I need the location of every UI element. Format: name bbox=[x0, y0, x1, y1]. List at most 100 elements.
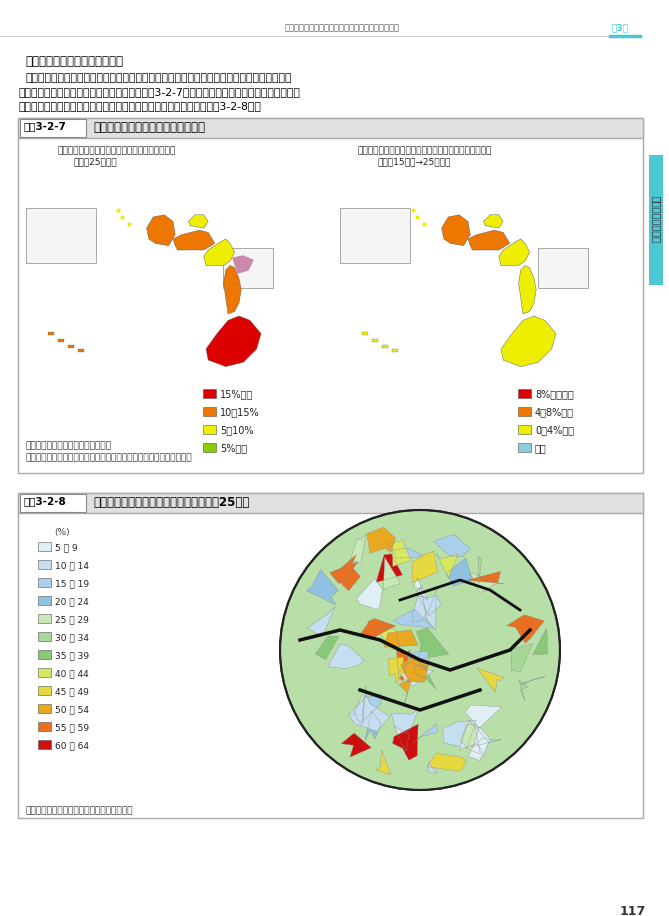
Polygon shape bbox=[394, 548, 423, 558]
Polygon shape bbox=[401, 657, 428, 682]
Text: 図表3-2-8: 図表3-2-8 bbox=[23, 496, 66, 506]
Text: 5〜10%: 5〜10% bbox=[220, 425, 254, 435]
Polygon shape bbox=[425, 589, 436, 630]
Text: 20 〜 24: 20 〜 24 bbox=[55, 597, 89, 606]
Polygon shape bbox=[223, 266, 242, 314]
Bar bbox=[78, 349, 84, 352]
Polygon shape bbox=[405, 651, 429, 668]
Circle shape bbox=[280, 510, 560, 790]
Text: 50 〜 54: 50 〜 54 bbox=[55, 705, 89, 714]
Bar bbox=[538, 248, 588, 288]
Polygon shape bbox=[511, 644, 533, 671]
Polygon shape bbox=[507, 615, 545, 643]
Polygon shape bbox=[376, 628, 400, 649]
Text: 図表3-2-7: 図表3-2-7 bbox=[23, 121, 66, 131]
Polygon shape bbox=[308, 607, 334, 638]
Bar bbox=[38, 578, 51, 587]
Polygon shape bbox=[351, 534, 366, 563]
Polygon shape bbox=[365, 711, 381, 740]
Bar bbox=[23, 516, 638, 808]
Text: 4〜8%増加: 4〜8%増加 bbox=[535, 407, 574, 417]
Text: 0〜4%増加: 0〜4%増加 bbox=[535, 425, 574, 435]
Bar bbox=[38, 722, 51, 731]
Polygon shape bbox=[396, 649, 410, 682]
Text: 注：本調査における「空き地」には原野、荒れ地、池沼などを含む: 注：本調査における「空き地」には原野、荒れ地、池沼などを含む bbox=[26, 453, 193, 462]
Bar bbox=[18, 118, 643, 138]
Bar bbox=[392, 349, 398, 352]
Polygon shape bbox=[442, 214, 470, 245]
Bar bbox=[38, 740, 51, 749]
Bar bbox=[58, 339, 64, 342]
Text: （平成25年度）: （平成25年度） bbox=[73, 157, 116, 166]
Text: 8%以上増加: 8%以上増加 bbox=[535, 389, 574, 399]
Text: 5 〜 9: 5 〜 9 bbox=[55, 543, 78, 552]
Polygon shape bbox=[465, 705, 502, 728]
Polygon shape bbox=[306, 570, 339, 605]
Bar bbox=[518, 425, 531, 434]
Bar bbox=[38, 668, 51, 677]
Polygon shape bbox=[418, 595, 442, 616]
Bar bbox=[18, 493, 643, 513]
Bar bbox=[223, 248, 273, 288]
Text: 自治体別の空き地件数率（世帯）（平成25年）: 自治体別の空き地件数率（世帯）（平成25年） bbox=[93, 496, 250, 509]
Bar bbox=[18, 493, 643, 818]
Text: 15%以上: 15%以上 bbox=[220, 389, 254, 399]
Polygon shape bbox=[383, 557, 401, 591]
Bar bbox=[18, 118, 643, 473]
Polygon shape bbox=[443, 720, 476, 748]
Polygon shape bbox=[412, 551, 438, 583]
Text: （空き地が増加している地域）: （空き地が増加している地域） bbox=[25, 55, 123, 68]
Polygon shape bbox=[315, 636, 339, 660]
Text: 30 〜 34: 30 〜 34 bbox=[55, 633, 89, 642]
Bar bbox=[518, 443, 531, 452]
Bar bbox=[38, 686, 51, 695]
Bar bbox=[649, 155, 663, 285]
Text: 世帯の所有する宅地等に占める空き地面積の割合の変化: 世帯の所有する宅地等に占める空き地面積の割合の変化 bbox=[358, 146, 492, 155]
Polygon shape bbox=[349, 696, 390, 732]
Polygon shape bbox=[357, 579, 382, 610]
Bar bbox=[38, 632, 51, 641]
Polygon shape bbox=[519, 680, 528, 702]
Text: 45 〜 49: 45 〜 49 bbox=[55, 687, 89, 696]
Bar bbox=[20, 119, 86, 137]
Text: 大都市圏と比べ地方圏ほど増加している（図表3-2-7）。また、首都圏においても、郊外部で: 大都市圏と比べ地方圏ほど増加している（図表3-2-7）。また、首都圏においても、… bbox=[18, 87, 300, 97]
Polygon shape bbox=[367, 528, 395, 553]
Text: 資料：国土交通省「土地基本調査」: 資料：国土交通省「土地基本調査」 bbox=[26, 441, 112, 450]
Polygon shape bbox=[328, 644, 364, 669]
Polygon shape bbox=[393, 725, 418, 760]
Text: 60 〜 64: 60 〜 64 bbox=[55, 741, 89, 750]
Bar bbox=[340, 208, 410, 263]
Polygon shape bbox=[398, 662, 434, 686]
Bar bbox=[372, 339, 378, 342]
Text: 117: 117 bbox=[620, 905, 646, 916]
Polygon shape bbox=[499, 239, 530, 266]
Text: 都道府県別にみた空き地面積の状況: 都道府県別にみた空き地面積の状況 bbox=[93, 121, 205, 134]
Text: 空き地等の創造的活用による地域価値の維持・向上: 空き地等の創造的活用による地域価値の維持・向上 bbox=[285, 24, 400, 32]
Bar bbox=[362, 332, 368, 335]
Polygon shape bbox=[414, 666, 436, 689]
Text: 55 〜 59: 55 〜 59 bbox=[55, 723, 89, 732]
Polygon shape bbox=[467, 572, 504, 583]
Bar bbox=[518, 389, 531, 398]
Polygon shape bbox=[413, 724, 438, 743]
Polygon shape bbox=[173, 230, 215, 250]
Polygon shape bbox=[362, 693, 381, 722]
Polygon shape bbox=[471, 738, 501, 747]
Polygon shape bbox=[341, 733, 371, 758]
Polygon shape bbox=[376, 554, 403, 583]
Polygon shape bbox=[206, 316, 261, 366]
Polygon shape bbox=[460, 720, 480, 754]
Bar bbox=[38, 542, 51, 551]
Polygon shape bbox=[399, 679, 411, 707]
Polygon shape bbox=[353, 686, 366, 725]
Polygon shape bbox=[468, 230, 510, 250]
Polygon shape bbox=[189, 214, 208, 228]
Text: 10 〜 14: 10 〜 14 bbox=[55, 561, 89, 570]
Text: 35 〜 39: 35 〜 39 bbox=[55, 651, 89, 660]
Polygon shape bbox=[446, 558, 472, 586]
Polygon shape bbox=[436, 553, 458, 578]
Polygon shape bbox=[395, 725, 409, 751]
Text: 空き地の増加は一部の県を除いて全国的に発生しているが、地域差についてみてみると、: 空き地の増加は一部の県を除いて全国的に発生しているが、地域差についてみてみると、 bbox=[25, 73, 292, 83]
Polygon shape bbox=[428, 762, 438, 773]
Polygon shape bbox=[434, 535, 470, 557]
